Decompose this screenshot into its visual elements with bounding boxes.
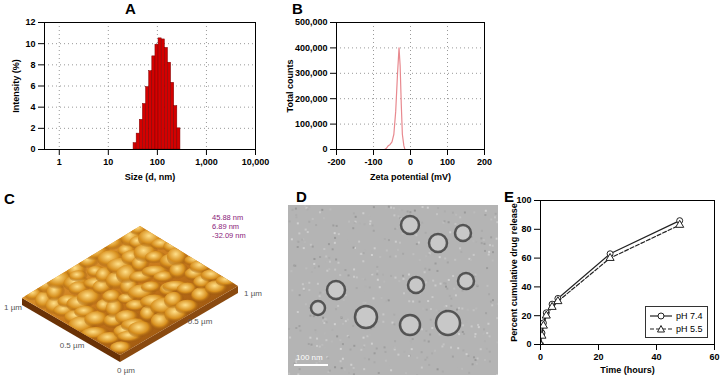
svg-text:-200: -200 <box>327 157 345 167</box>
svg-text:1 µm: 1 µm <box>244 289 262 298</box>
svg-text:0: 0 <box>526 339 531 349</box>
html-text:A: A <box>125 0 136 17</box>
svg-text:60: 60 <box>709 352 719 362</box>
svg-text:400,000: 400,000 <box>295 43 328 53</box>
svg-text:60: 60 <box>521 253 531 263</box>
svg-text:-32.09 nm: -32.09 nm <box>212 231 246 240</box>
svg-text:100 nm: 100 nm <box>296 353 323 362</box>
svg-text:1: 1 <box>57 157 62 167</box>
svg-text:0 µm: 0 µm <box>117 366 135 375</box>
html-text:D: D <box>296 188 307 205</box>
svg-text:20: 20 <box>593 352 603 362</box>
svg-text:Zeta potential (mV): Zeta potential (mV) <box>370 172 451 182</box>
svg-text:0.5 µm: 0.5 µm <box>188 317 213 326</box>
svg-text:Intensity (%): Intensity (%) <box>11 59 21 113</box>
svg-text:8: 8 <box>30 60 35 70</box>
svg-text:200: 200 <box>477 157 492 167</box>
svg-text:-100: -100 <box>364 157 382 167</box>
svg-text:10: 10 <box>25 39 35 49</box>
html-text:pH 5.5: pH 5.5 <box>676 323 703 334</box>
svg-text:1 µm: 1 µm <box>4 303 22 312</box>
svg-text:0: 0 <box>408 157 413 167</box>
html-text:B: B <box>292 0 303 17</box>
svg-text:300,000: 300,000 <box>295 68 328 78</box>
html-text:pH 7.4: pH 7.4 <box>676 310 703 321</box>
html-text:E: E <box>504 188 514 205</box>
svg-text:100,000: 100,000 <box>295 119 328 129</box>
svg-text:40: 40 <box>651 352 661 362</box>
svg-text:6: 6 <box>30 81 35 91</box>
svg-text:40: 40 <box>521 282 531 292</box>
svg-text:10,000: 10,000 <box>242 157 270 167</box>
svg-text:100: 100 <box>516 195 532 206</box>
svg-text:45.88 nm: 45.88 nm <box>212 213 243 222</box>
svg-text:80: 80 <box>521 224 531 234</box>
svg-text:6.89 nm: 6.89 nm <box>212 222 239 231</box>
svg-text:Percent cumulative drug releas: Percent cumulative drug release <box>509 203 519 342</box>
svg-text:100: 100 <box>440 157 455 167</box>
svg-text:12: 12 <box>25 17 35 27</box>
svg-text:200,000: 200,000 <box>295 94 328 104</box>
svg-text:0: 0 <box>30 144 35 154</box>
svg-text:100: 100 <box>150 157 165 167</box>
svg-text:0: 0 <box>322 144 327 154</box>
svg-text:0: 0 <box>538 352 543 362</box>
svg-text:0.5 µm: 0.5 µm <box>60 341 85 350</box>
svg-text:4: 4 <box>30 102 35 112</box>
svg-text:Size (d, nm): Size (d, nm) <box>125 172 176 182</box>
svg-text:500,000: 500,000 <box>295 17 328 27</box>
svg-text:Total counts: Total counts <box>285 60 295 113</box>
html-text:C: C <box>4 190 15 207</box>
svg-text:Time (hours): Time (hours) <box>600 365 654 375</box>
svg-text:20: 20 <box>521 311 531 321</box>
svg-text:10: 10 <box>103 157 113 167</box>
svg-text:1,000: 1,000 <box>195 157 218 167</box>
svg-text:2: 2 <box>30 123 35 133</box>
